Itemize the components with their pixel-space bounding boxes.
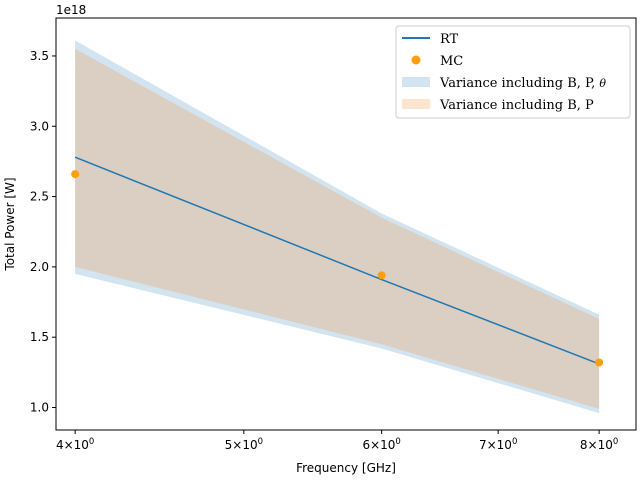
x-tick-label: 6×100 xyxy=(362,437,400,452)
legend-label: Variance including B, P, θ xyxy=(439,76,606,91)
y-tick-label: 3.5 xyxy=(30,49,49,63)
x-tick-label: 4×100 xyxy=(56,437,94,452)
legend-label: RT xyxy=(440,32,459,47)
legend-dot-marker xyxy=(411,55,421,65)
variance-band-1 xyxy=(75,40,600,414)
legend-label: Variance including B, P xyxy=(439,98,594,113)
y-offset-label: 1e18 xyxy=(56,3,86,17)
data-point-mc xyxy=(377,271,386,280)
y-tick-label: 1.0 xyxy=(30,401,49,415)
x-tick-label: 7×100 xyxy=(479,437,517,452)
x-tick-label: 8×100 xyxy=(580,437,618,452)
legend: RT MC Variance including B, P, θ Variance i… xyxy=(395,25,631,119)
variance-bands xyxy=(75,40,600,414)
y-tick-label: 3.0 xyxy=(30,119,49,133)
x-tick-label: 5×100 xyxy=(225,437,263,452)
y-tick-label: 1.5 xyxy=(30,330,49,344)
legend-label: MC xyxy=(440,54,463,69)
legend-box xyxy=(395,25,631,119)
legend-patch-marker xyxy=(402,99,430,109)
data-point-mc xyxy=(71,170,80,179)
variance-band-2 xyxy=(75,48,600,409)
legend-patch-marker xyxy=(402,77,430,87)
y-axis-title: Total Power [W] xyxy=(3,177,17,271)
data-point-mc xyxy=(595,358,604,367)
y-tick-label: 2.0 xyxy=(30,260,49,274)
plot-frame xyxy=(55,17,637,431)
x-axis-title: Frequency [GHz] xyxy=(296,461,396,475)
x-axis-ticks: 4×100 5×100 6×100 7×100 8×100 xyxy=(56,430,618,452)
data-series xyxy=(71,156,604,367)
y-axis-ticks: 1.0 1.5 2.0 2.5 3.0 3.5 xyxy=(30,49,56,415)
y-tick-label: 2.5 xyxy=(30,190,49,204)
series-line-rt xyxy=(74,156,600,365)
